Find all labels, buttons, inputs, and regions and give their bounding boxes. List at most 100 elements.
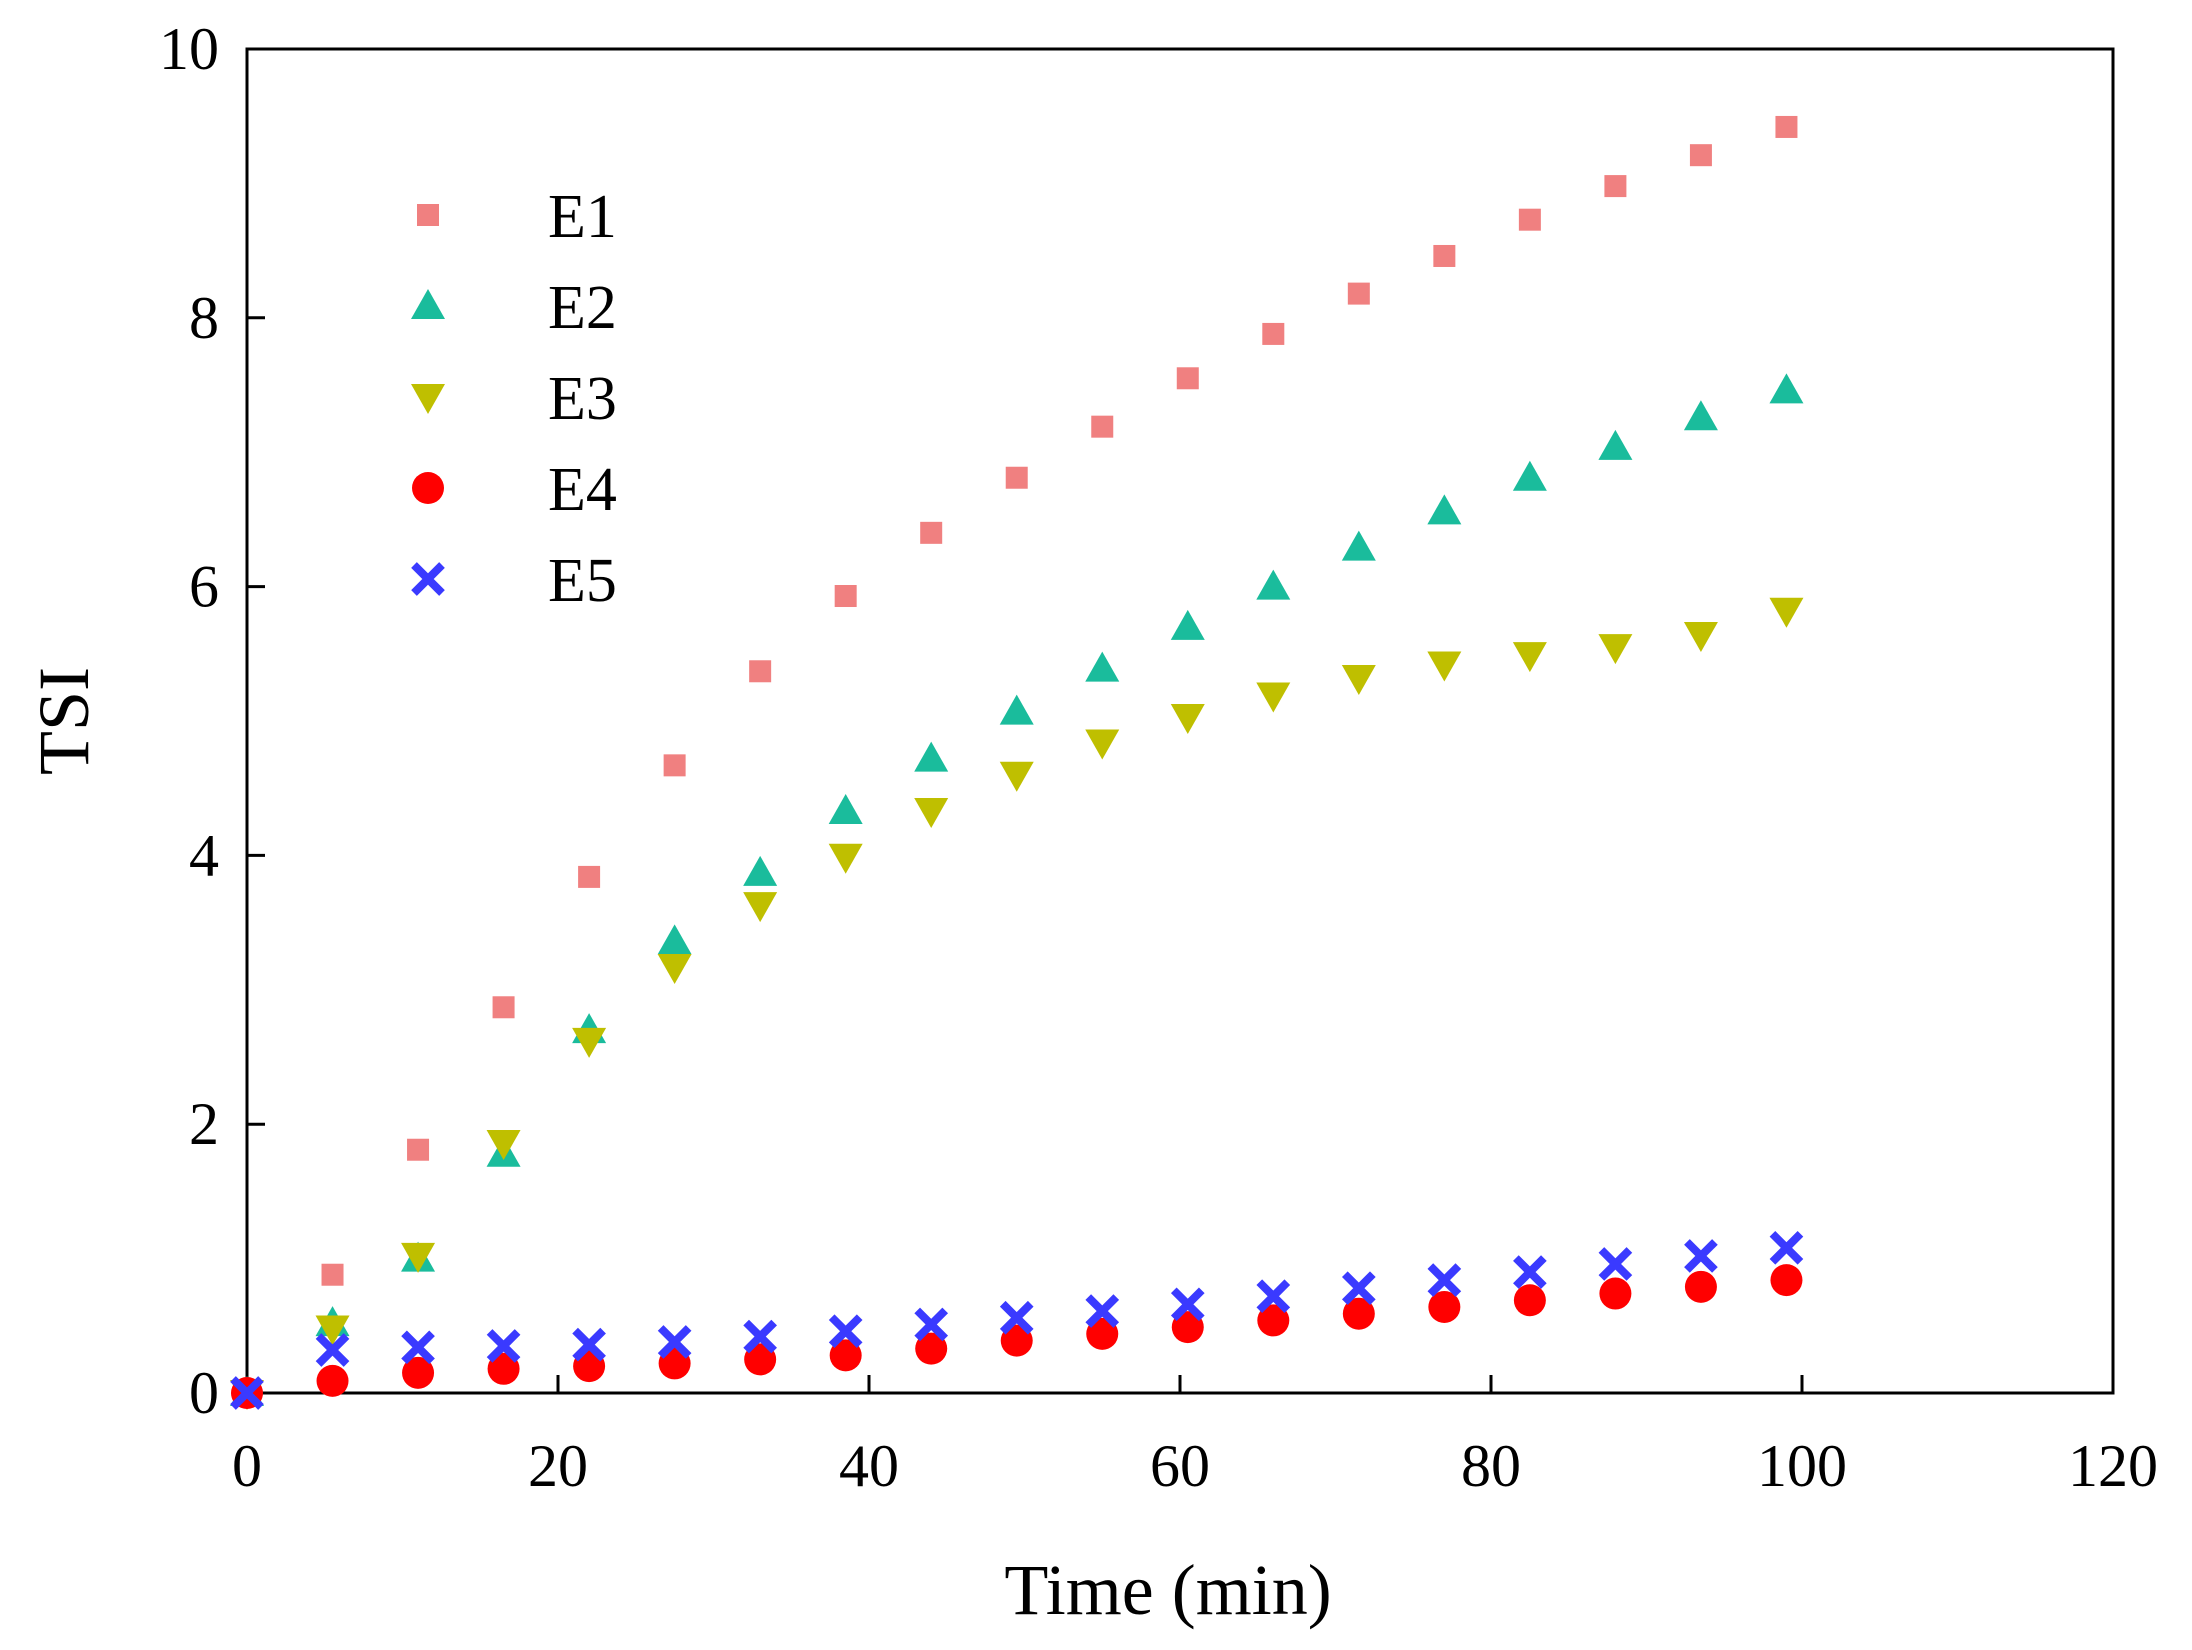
point-E4-15	[1513, 1284, 1546, 1317]
point-E1-13	[1347, 282, 1370, 305]
point-E4-2	[402, 1356, 435, 1389]
point-E1-7	[834, 585, 857, 608]
legend: E1 E2 E3 E4 E5	[411, 183, 617, 615]
point-E3-8	[914, 798, 949, 829]
point-E5-8	[914, 1307, 949, 1342]
point-E1-11	[1176, 367, 1199, 390]
y-tick-label-5: 10	[159, 16, 219, 82]
point-E5-13	[1341, 1271, 1376, 1305]
x-axis-label: Time (min)	[1004, 1550, 1331, 1630]
point-E4-16	[1599, 1277, 1632, 1310]
point-E4-17	[1684, 1270, 1717, 1303]
point-E4-12	[1257, 1304, 1290, 1337]
point-E5-10	[1085, 1294, 1120, 1328]
point-E4-13	[1342, 1297, 1375, 1330]
y-axis-label: TSI	[24, 667, 104, 775]
point-E3-14	[1427, 651, 1462, 682]
legend-marker-E4	[412, 472, 444, 504]
point-E2-15	[1512, 460, 1547, 491]
point-E3-9	[999, 761, 1034, 792]
point-E5-7	[828, 1314, 863, 1349]
legend-label-E5: E5	[548, 547, 617, 615]
y-tick-label-4: 8	[189, 285, 219, 351]
point-E3-17	[1683, 621, 1718, 652]
point-E5-17	[1684, 1239, 1718, 1273]
point-E2-14	[1427, 494, 1462, 525]
axis-ticks: 0 20 40 60 80 100 120 0 2 4 6 8 10	[159, 16, 2158, 1499]
point-E1-3	[492, 996, 515, 1019]
legend-marker-E1	[417, 204, 439, 226]
point-E2-10	[1085, 651, 1120, 682]
point-E3-3	[486, 1130, 521, 1161]
point-E1-14	[1433, 244, 1456, 267]
plot-frame	[245, 47, 2115, 1395]
point-E5-16	[1598, 1247, 1633, 1281]
point-E2-7	[828, 794, 863, 825]
point-E3-7	[828, 843, 863, 874]
point-E4-18	[1770, 1264, 1803, 1297]
point-E2-6	[743, 855, 778, 886]
series-E1	[236, 115, 1798, 1404]
point-E3-11	[1170, 703, 1205, 734]
series-E3	[230, 597, 1804, 1410]
legend-label-E1: E1	[548, 183, 617, 251]
point-E5-15	[1513, 1255, 1547, 1289]
point-E5-1	[315, 1333, 350, 1367]
y-tick-label-2: 4	[189, 822, 219, 888]
x-tick-label-5: 100	[1757, 1433, 1847, 1499]
legend-marker-E3	[411, 384, 445, 414]
point-E4-3	[487, 1352, 520, 1385]
point-E2-8	[914, 741, 949, 772]
point-E1-2	[407, 1138, 430, 1161]
legend-marker-E2	[411, 289, 445, 319]
point-E1-15	[1518, 208, 1541, 231]
point-E1-1	[321, 1263, 344, 1286]
point-E1-18	[1775, 115, 1798, 138]
point-E4-10	[1086, 1317, 1119, 1350]
point-E1-6	[749, 660, 772, 683]
series-E4	[231, 1264, 1803, 1409]
point-E4-1	[316, 1364, 349, 1397]
y-tick-label-3: 6	[189, 554, 219, 620]
x-tick-label-2: 40	[839, 1433, 899, 1499]
point-E3-1	[315, 1315, 350, 1346]
point-E3-18	[1769, 597, 1804, 628]
point-E4-14	[1428, 1290, 1461, 1323]
point-E1-17	[1689, 144, 1712, 167]
point-E5-5	[657, 1325, 692, 1359]
y-tick-label-1: 2	[189, 1091, 219, 1157]
point-E3-13	[1341, 664, 1376, 695]
x-tick-label-3: 60	[1150, 1433, 1210, 1499]
point-E4-7	[829, 1339, 862, 1372]
point-E5-0	[230, 1376, 264, 1410]
point-E5-9	[999, 1300, 1034, 1335]
point-E1-12	[1262, 322, 1285, 345]
point-E3-16	[1598, 634, 1633, 665]
point-E3-5	[657, 953, 692, 984]
point-E1-4	[578, 865, 601, 888]
point-E2-12	[1256, 569, 1291, 600]
point-E3-2	[401, 1242, 436, 1273]
point-E2-9	[999, 694, 1034, 725]
series-E5	[230, 1231, 1804, 1410]
point-E4-8	[915, 1332, 948, 1365]
legend-marker-E5	[411, 562, 445, 596]
point-E4-9	[1000, 1324, 1033, 1357]
point-E3-12	[1256, 682, 1291, 713]
point-E3-10	[1085, 729, 1120, 760]
x-tick-label-1: 20	[528, 1433, 588, 1499]
point-E1-16	[1604, 175, 1627, 198]
point-E2-16	[1598, 429, 1633, 460]
point-E5-2	[401, 1330, 435, 1365]
point-E3-4	[572, 1027, 607, 1058]
point-E2-13	[1341, 530, 1376, 561]
data-marks	[230, 115, 1804, 1410]
point-E1-9	[1005, 466, 1028, 489]
legend-label-E2: E2	[548, 274, 617, 342]
x-tick-label-6: 120	[2068, 1433, 2158, 1499]
point-E1-5	[663, 754, 686, 777]
y-tick-label-0: 0	[189, 1360, 219, 1426]
point-E2-18	[1769, 373, 1804, 404]
point-E2-5	[657, 924, 692, 955]
